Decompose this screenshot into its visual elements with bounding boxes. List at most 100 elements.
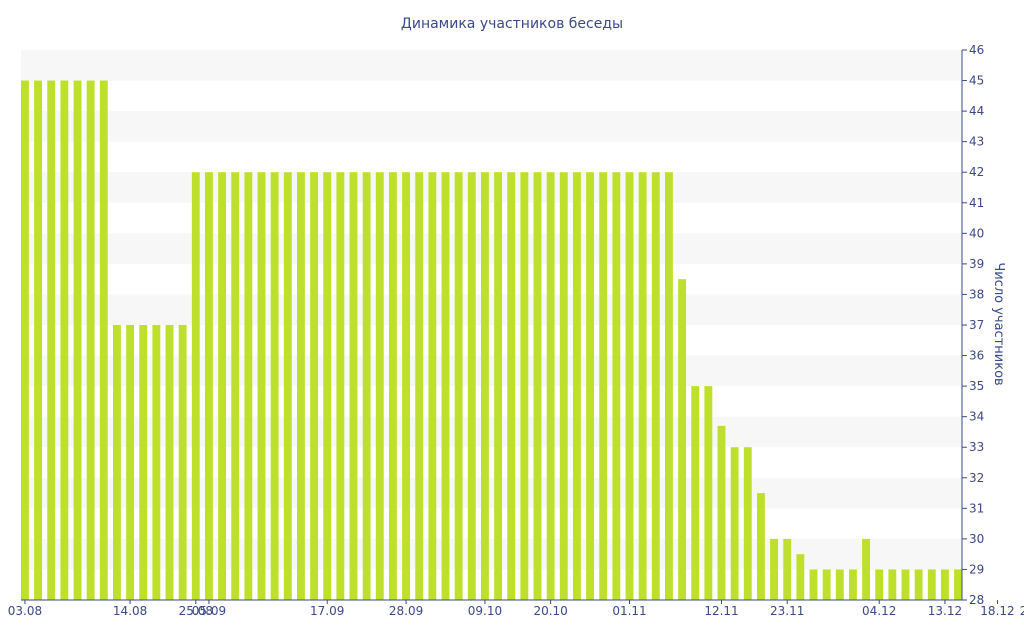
bar bbox=[770, 538, 779, 600]
bar bbox=[612, 172, 621, 600]
bar bbox=[218, 172, 227, 600]
grid-band bbox=[21, 111, 962, 142]
bar bbox=[954, 569, 962, 600]
x-tick-label: 12.11 bbox=[704, 604, 738, 618]
bar bbox=[21, 80, 29, 600]
bar bbox=[270, 172, 279, 600]
bar bbox=[231, 172, 240, 600]
bar bbox=[691, 386, 700, 600]
bar bbox=[323, 172, 332, 600]
y-tick-label: 33 bbox=[969, 440, 984, 454]
grid-band bbox=[21, 416, 962, 448]
bar bbox=[586, 172, 595, 600]
grid-band bbox=[21, 50, 962, 81]
grid-band bbox=[21, 355, 962, 387]
bar bbox=[257, 172, 266, 600]
bar bbox=[638, 172, 647, 600]
bars bbox=[21, 80, 962, 600]
y-tick-label: 46 bbox=[969, 43, 984, 57]
x-tick-label: 03.08 bbox=[8, 604, 42, 618]
bar bbox=[454, 172, 463, 600]
bar bbox=[296, 172, 305, 600]
bar bbox=[99, 80, 108, 600]
y-tick-label: 29 bbox=[969, 562, 984, 576]
bar bbox=[113, 325, 121, 600]
bar bbox=[835, 569, 844, 600]
bar bbox=[809, 569, 818, 600]
grid-band bbox=[21, 233, 962, 264]
y-ticks: 28 29 30 31 32 33 34 35 36 37 38 39 40 41 42 43 44 45 46 bbox=[962, 43, 984, 607]
bar bbox=[875, 569, 884, 600]
y-tick-label: 37 bbox=[969, 318, 984, 332]
bar bbox=[283, 172, 292, 600]
bar bbox=[664, 172, 673, 600]
bar bbox=[940, 569, 949, 600]
bar bbox=[901, 569, 910, 600]
bar bbox=[572, 172, 581, 600]
bar bbox=[651, 172, 660, 600]
bar bbox=[494, 172, 503, 600]
x-tick-label: 14.08 bbox=[113, 604, 147, 618]
y-tick-label: 32 bbox=[969, 471, 984, 485]
bar bbox=[480, 172, 489, 600]
grid-band bbox=[21, 172, 962, 203]
bar bbox=[743, 447, 752, 600]
bar bbox=[152, 325, 161, 600]
bar bbox=[704, 386, 713, 600]
x-tick-label: 25.08 bbox=[179, 604, 213, 618]
grid-band bbox=[21, 477, 962, 509]
grid-band bbox=[21, 538, 962, 570]
y-tick-label: 41 bbox=[969, 196, 984, 210]
x-tick-label: 04.12 bbox=[862, 604, 896, 618]
bar bbox=[756, 493, 765, 600]
bar bbox=[73, 80, 82, 600]
bar bbox=[717, 425, 726, 600]
bar bbox=[678, 279, 687, 600]
bar bbox=[927, 569, 936, 600]
bar bbox=[244, 172, 253, 600]
y-tick-label: 35 bbox=[969, 379, 984, 393]
y-tick-label: 42 bbox=[969, 165, 984, 179]
y-tick-label: 31 bbox=[969, 501, 984, 515]
bar bbox=[559, 172, 568, 600]
bar bbox=[520, 172, 529, 600]
grid-band bbox=[21, 294, 962, 325]
bar bbox=[914, 569, 923, 600]
x-tick-label: 20.10 bbox=[533, 604, 567, 618]
x-tick-label: 05.09 bbox=[192, 604, 226, 618]
x-tick-label: 13.12 bbox=[928, 604, 962, 618]
bar bbox=[310, 172, 319, 600]
bar bbox=[599, 172, 608, 600]
bar bbox=[441, 172, 450, 600]
chart-title: Динамика участников беседы bbox=[401, 16, 623, 32]
x-tick-label: 17.09 bbox=[310, 604, 344, 618]
y-tick-label: 34 bbox=[969, 410, 984, 424]
bar bbox=[822, 569, 831, 600]
y-tick-label: 40 bbox=[969, 226, 984, 240]
bar bbox=[47, 80, 56, 600]
bar bbox=[507, 172, 516, 600]
y-tick-label: 36 bbox=[969, 349, 984, 363]
y-tick-label: 28 bbox=[969, 593, 984, 607]
bar bbox=[796, 554, 805, 600]
bar bbox=[467, 172, 476, 600]
y-tick-label: 38 bbox=[969, 287, 984, 301]
y-tick-label: 39 bbox=[969, 257, 984, 271]
x-tick-label: 09.10 bbox=[468, 604, 502, 618]
bar bbox=[783, 538, 792, 600]
bar bbox=[362, 172, 371, 600]
y-axis-label: Число участников bbox=[991, 262, 1006, 385]
x-tick-label: 18.12 bbox=[980, 604, 1014, 618]
bar bbox=[402, 172, 411, 600]
bar bbox=[415, 172, 424, 600]
bar bbox=[139, 325, 148, 600]
bar bbox=[848, 569, 857, 600]
bar bbox=[165, 325, 174, 600]
bar bbox=[178, 325, 187, 600]
bar bbox=[191, 172, 200, 600]
bar bbox=[60, 80, 69, 600]
bar bbox=[546, 172, 555, 600]
y-tick-label: 44 bbox=[969, 104, 984, 118]
